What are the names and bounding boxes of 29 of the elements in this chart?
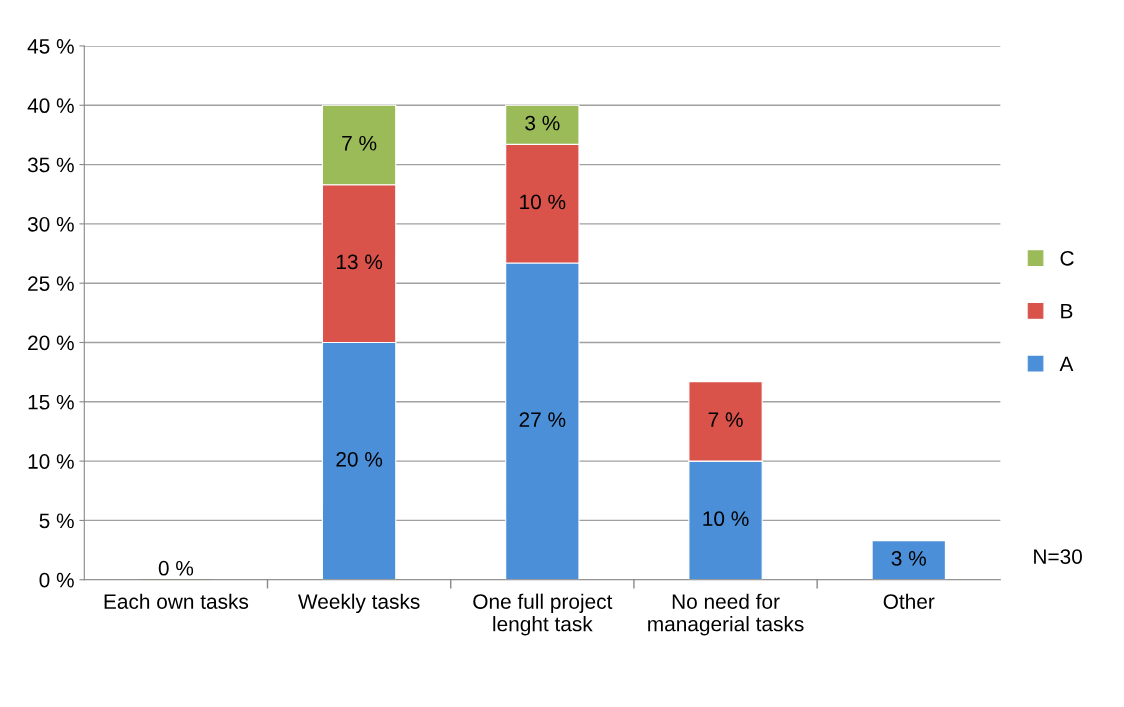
x-tick-label: Weekly tasks [298,593,420,614]
x-tick-label: One full project lenght task [473,593,613,636]
y-tick-label: 45 % [27,39,74,54]
data-label: 7 % [342,135,377,151]
legend-label: A [1059,356,1074,371]
y-tick-label: 40 % [27,98,74,114]
data-label: 10 % [703,511,749,527]
data-label: 3 % [525,115,560,131]
y-tick-label: 25 % [28,276,74,291]
y-tick-label: 35 % [27,157,74,173]
data-label: 27 % [519,412,566,427]
y-tick-label: 5 % [39,513,74,529]
data-label: 0 % [158,560,194,576]
text: N=30 [1034,549,1082,564]
y-tick-label: 30 % [27,216,74,232]
y-tick-label: 10 % [28,454,74,469]
legend-label: B [1061,303,1073,319]
x-tick-label: No need for managerial tasks [648,593,804,636]
data-label: 10 % [520,194,566,210]
data-label: 7 % [708,412,743,427]
data-label: 20 % [336,451,383,467]
legend-label: C [1060,250,1074,266]
y-tick-label: 15 % [28,394,74,410]
data-label: 13 % [336,254,383,270]
y-tick-label: 0 % [39,572,74,588]
x-tick-label: Other [883,593,935,609]
y-tick-label: 20 % [28,335,74,351]
data-label: 3 % [891,551,926,566]
x-tick-label: Each own tasks [104,593,249,609]
